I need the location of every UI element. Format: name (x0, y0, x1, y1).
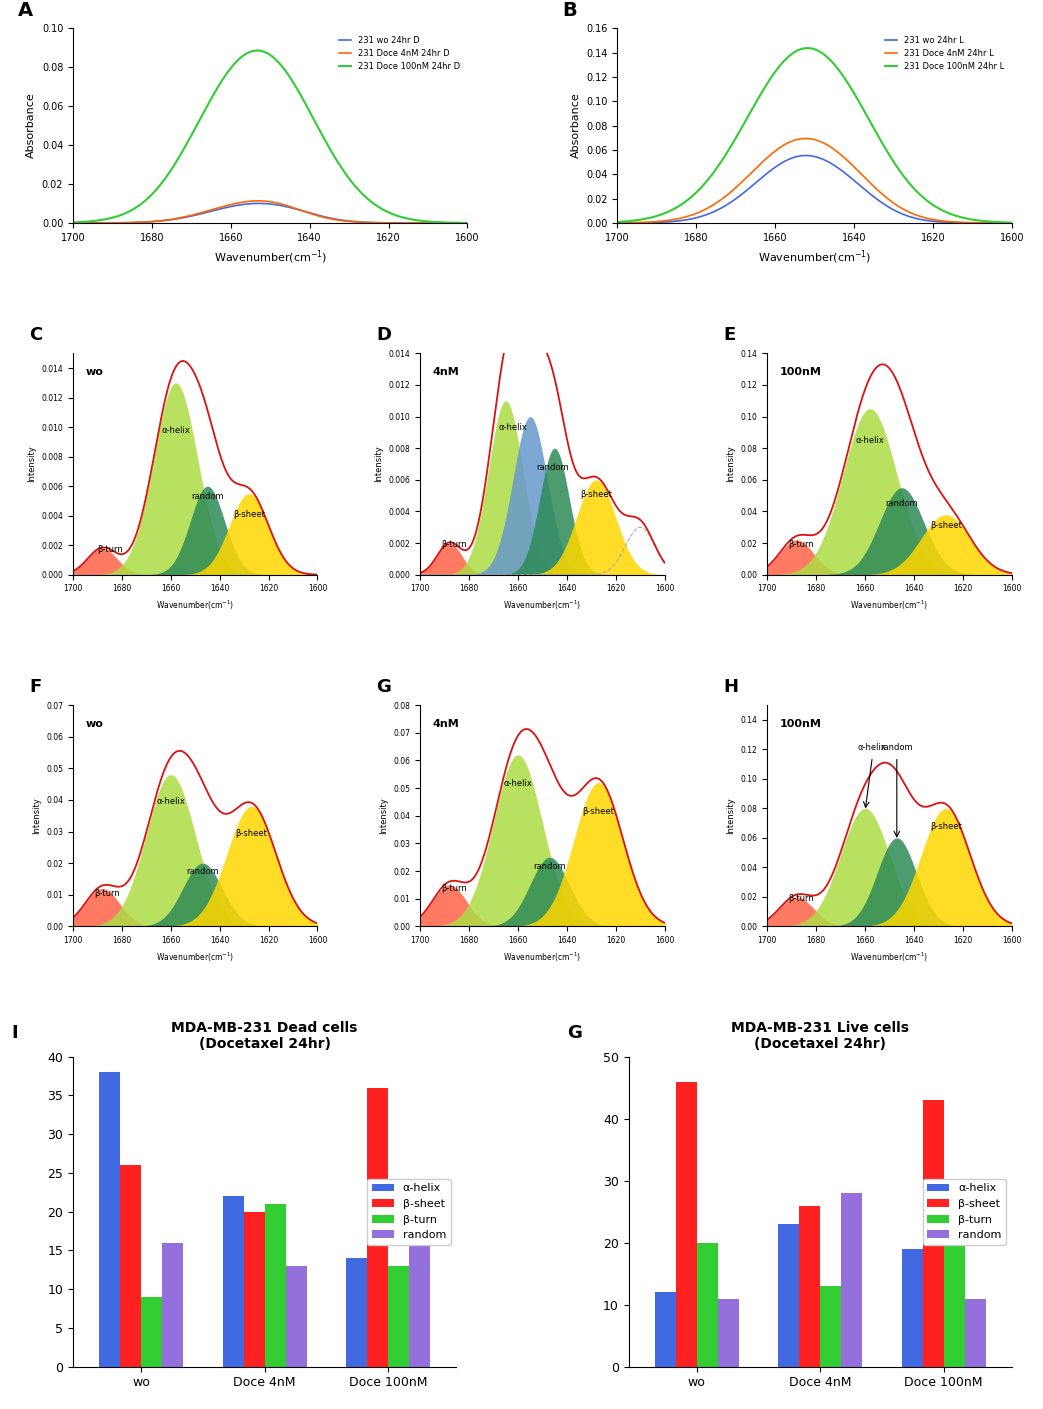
Text: G: G (567, 1024, 582, 1043)
Text: α-helix: α-helix (156, 797, 186, 806)
X-axis label: Wavenumber(cm$^{-1}$): Wavenumber(cm$^{-1}$) (503, 599, 582, 613)
Bar (367, 1088, 388, 1367)
Legend: α-helix, β-sheet, β-turn, random: α-helix, β-sheet, β-turn, random (367, 1179, 451, 1244)
Text: A: A (18, 1, 33, 21)
Bar (655, 1292, 676, 1367)
Text: B: B (562, 1, 577, 21)
Y-axis label: Absorbance: Absorbance (26, 93, 37, 158)
Text: β-sheet: β-sheet (583, 807, 614, 816)
Legend: α-helix, β-sheet, β-turn, random: α-helix, β-sheet, β-turn, random (923, 1179, 1006, 1244)
Text: β-turn: β-turn (441, 541, 467, 550)
Text: random: random (536, 464, 568, 472)
Text: D: D (377, 325, 391, 344)
Text: 100nM: 100nM (779, 719, 821, 730)
Y-axis label: Intensity: Intensity (31, 797, 41, 834)
Text: wo: wo (86, 719, 103, 730)
X-axis label: Wavenumber(cm$^{-1}$): Wavenumber(cm$^{-1}$) (214, 248, 326, 266)
Y-axis label: Intensity: Intensity (379, 797, 388, 834)
X-axis label: Wavenumber(cm$^{-1}$): Wavenumber(cm$^{-1}$) (503, 951, 582, 964)
Text: 4nM: 4nM (433, 368, 459, 378)
Bar (265, 1205, 286, 1367)
Legend: 231 wo 24hr D, 231 Doce 4nM 24hr D, 231 Doce 100nM 24hr D: 231 wo 24hr D, 231 Doce 4nM 24hr D, 231 … (335, 32, 463, 75)
Y-axis label: Intensity: Intensity (27, 445, 35, 482)
Text: β-sheet: β-sheet (929, 521, 962, 530)
Bar (409, 1196, 430, 1367)
Text: H: H (723, 678, 738, 696)
Bar (120, 1165, 141, 1367)
Text: α-helix: α-helix (858, 744, 887, 752)
Bar (718, 1299, 738, 1367)
Text: α-helix: α-helix (499, 423, 528, 433)
Text: random: random (533, 862, 566, 871)
Text: random: random (886, 499, 918, 509)
X-axis label: Wavenumber(cm$^{-1}$): Wavenumber(cm$^{-1}$) (758, 248, 871, 266)
Text: random: random (880, 744, 913, 752)
Bar (99, 1072, 120, 1367)
Legend: 231 wo 24hr L, 231 Doce 4nM 24hr L, 231 Doce 100nM 24hr L: 231 wo 24hr L, 231 Doce 4nM 24hr L, 231 … (881, 32, 1008, 75)
Bar (141, 1298, 162, 1367)
Text: random: random (191, 492, 224, 502)
Text: β-sheet: β-sheet (233, 510, 265, 519)
Text: β-turn: β-turn (789, 893, 815, 903)
Bar (162, 1243, 183, 1367)
Text: I: I (11, 1024, 19, 1043)
Text: β-turn: β-turn (441, 885, 467, 893)
Bar (346, 1258, 367, 1367)
Y-axis label: Absorbance: Absorbance (571, 93, 581, 158)
Text: E: E (723, 325, 735, 344)
Bar (676, 1082, 697, 1367)
Bar (923, 1100, 944, 1367)
Text: C: C (29, 325, 43, 344)
Bar (799, 1206, 820, 1367)
Text: α-helix: α-helix (162, 426, 190, 434)
Bar (222, 1196, 244, 1367)
Text: random: random (187, 867, 219, 876)
Title: MDA-MB-231 Live cells
(Docetaxel 24hr): MDA-MB-231 Live cells (Docetaxel 24hr) (731, 1022, 909, 1051)
X-axis label: Wavenumber(cm$^{-1}$): Wavenumber(cm$^{-1}$) (850, 951, 928, 964)
X-axis label: Wavenumber(cm$^{-1}$): Wavenumber(cm$^{-1}$) (156, 951, 235, 964)
Text: β-turn: β-turn (97, 545, 123, 554)
X-axis label: Wavenumber(cm$^{-1}$): Wavenumber(cm$^{-1}$) (850, 599, 928, 613)
Bar (388, 1267, 409, 1367)
Y-axis label: Intensity: Intensity (726, 445, 735, 482)
Y-axis label: Intensity: Intensity (726, 797, 735, 834)
Bar (820, 1286, 841, 1367)
Bar (286, 1267, 307, 1367)
Text: G: G (377, 678, 391, 696)
Text: α-helix: α-helix (855, 435, 884, 445)
Bar (244, 1212, 265, 1367)
Text: α-helix: α-helix (504, 779, 532, 788)
Text: 100nM: 100nM (779, 368, 821, 378)
Text: F: F (29, 678, 42, 696)
Bar (841, 1193, 863, 1367)
Text: β-sheet: β-sheet (236, 828, 267, 838)
Text: wo: wo (86, 368, 103, 378)
Text: β-turn: β-turn (789, 541, 815, 550)
Text: 4nM: 4nM (433, 719, 459, 730)
Bar (944, 1224, 965, 1367)
Text: β-sheet: β-sheet (929, 821, 962, 830)
Bar (902, 1248, 923, 1367)
Bar (697, 1243, 718, 1367)
Bar (778, 1224, 799, 1367)
Y-axis label: Intensity: Intensity (374, 445, 383, 482)
Title: MDA-MB-231 Dead cells
(Docetaxel 24hr): MDA-MB-231 Dead cells (Docetaxel 24hr) (171, 1022, 358, 1051)
Text: β-turn: β-turn (94, 889, 120, 898)
Bar (965, 1299, 986, 1367)
X-axis label: Wavenumber(cm$^{-1}$): Wavenumber(cm$^{-1}$) (156, 599, 235, 613)
Text: β-sheet: β-sheet (580, 490, 612, 499)
